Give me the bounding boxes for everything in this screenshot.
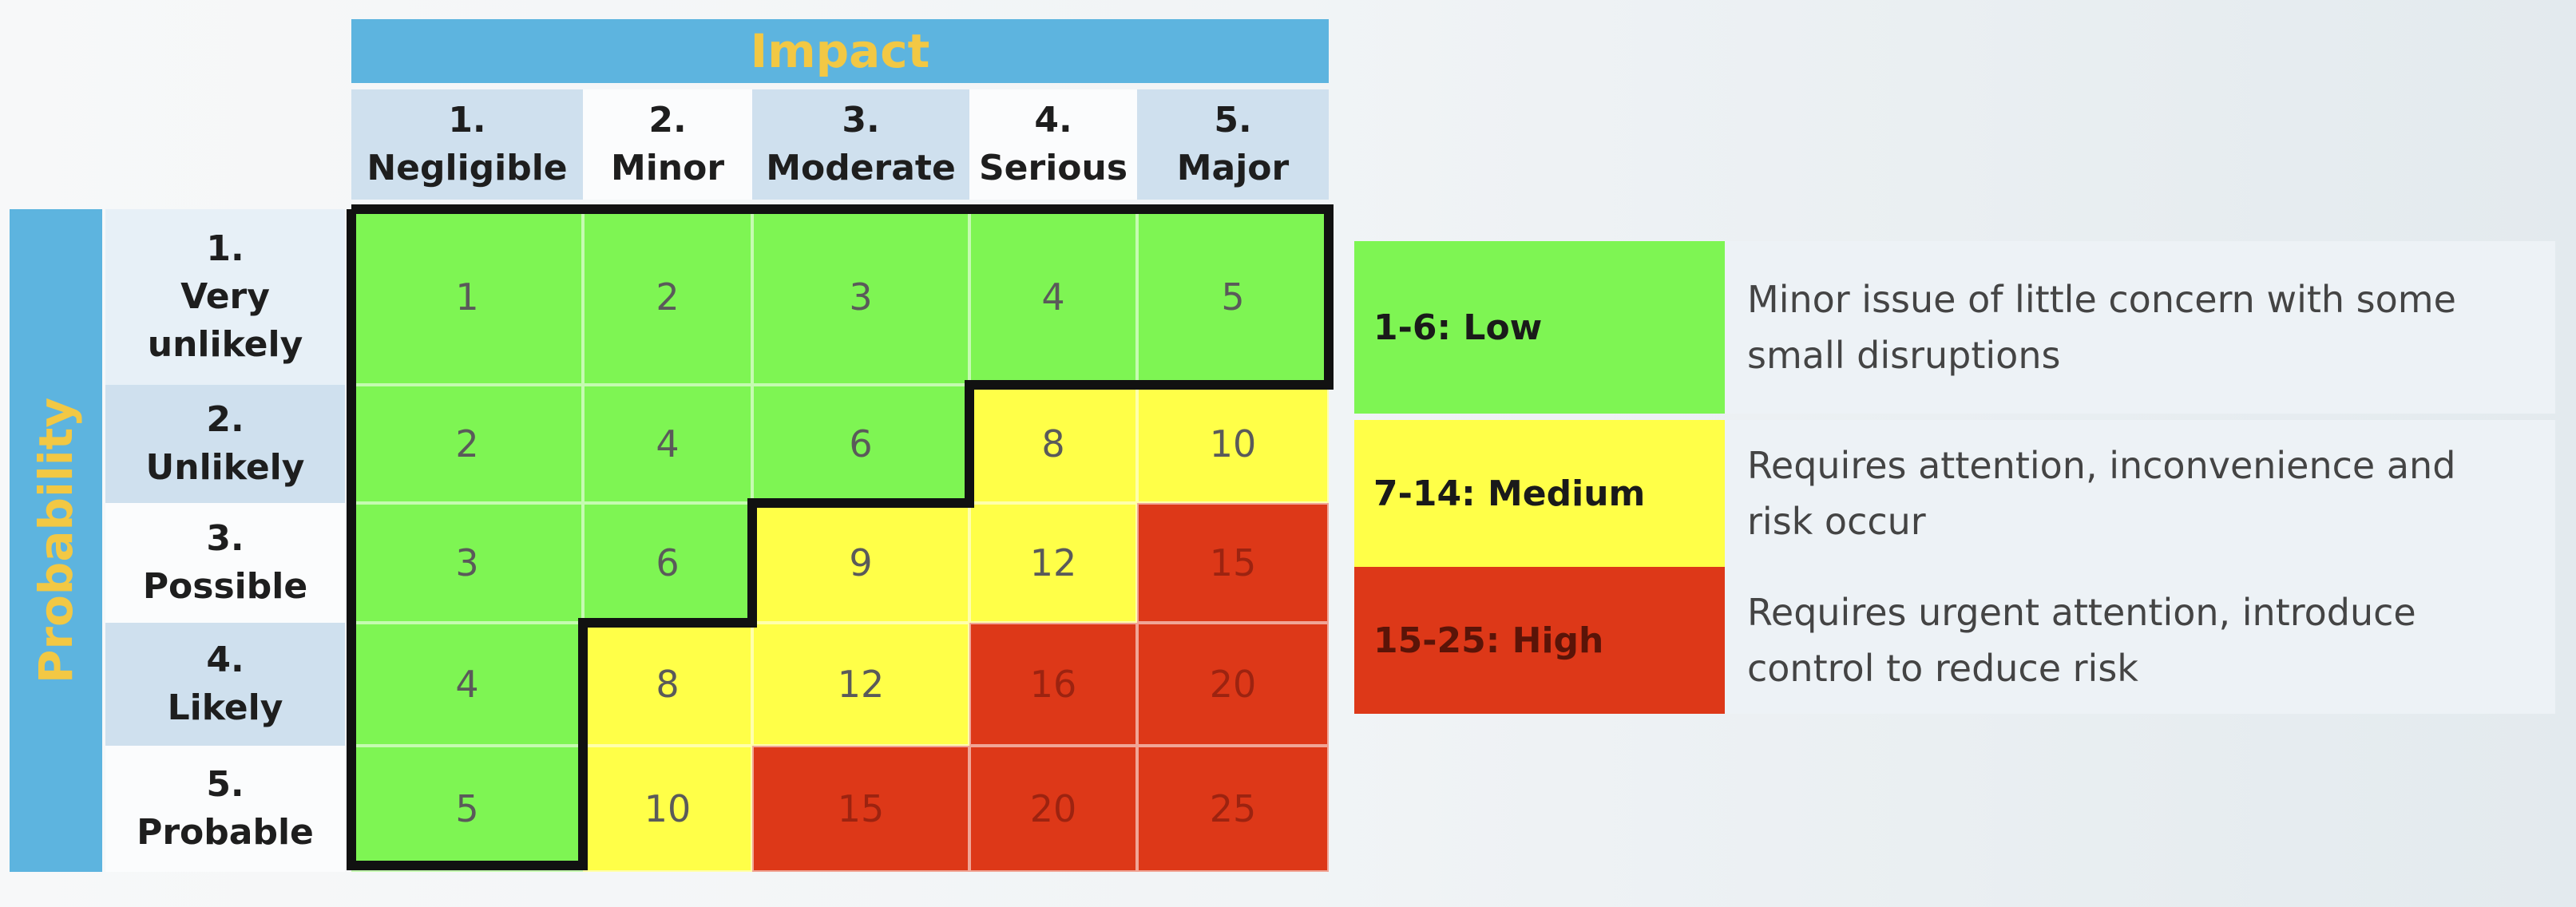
- probability-header-number: 5.: [206, 764, 244, 805]
- risk-cell: 1: [351, 209, 583, 385]
- impact-header-negligible: 1. Negligible: [351, 89, 583, 200]
- risk-cell: 15: [1137, 503, 1329, 623]
- probability-header-label: Likely: [167, 687, 283, 728]
- probability-header-label: Unlikely: [145, 447, 305, 488]
- risk-cell: 8: [969, 385, 1137, 503]
- legend-description-text: Requires urgent attention, introduce con…: [1747, 591, 2416, 690]
- legend-description-text: Requires attention, inconvenience and ri…: [1747, 444, 2456, 543]
- risk-cell: 6: [752, 385, 969, 503]
- risk-cell: 4: [351, 623, 583, 746]
- legend-description-medium: Requires attention, inconvenience and ri…: [1725, 420, 2555, 567]
- probability-axis-banner: Probability: [10, 209, 102, 872]
- risk-cell: 3: [351, 503, 583, 623]
- impact-header-serious: 4. Serious: [969, 89, 1137, 200]
- impact-header-label: Negligible: [367, 148, 568, 188]
- impact-header-number: 3.: [842, 100, 880, 141]
- risk-cell: 12: [752, 623, 969, 746]
- probability-header-likely: 4. Likely: [105, 623, 345, 746]
- risk-cell: 12: [969, 503, 1137, 623]
- risk-cell: 20: [1137, 623, 1329, 746]
- risk-cell: 5: [351, 746, 583, 872]
- probability-header-number: 3.: [206, 518, 244, 559]
- risk-cell: 4: [583, 385, 752, 503]
- legend-label-medium: 7-14: Medium: [1373, 473, 1646, 514]
- impact-header-number: 5.: [1214, 100, 1252, 141]
- risk-cell: 20: [969, 746, 1137, 872]
- impact-axis-title: Impact: [351, 19, 1329, 83]
- legend-swatch-low: 1-6: Low: [1354, 241, 1725, 414]
- risk-cell: 8: [583, 623, 752, 746]
- risk-cell: 10: [1137, 385, 1329, 503]
- risk-cell: 15: [752, 746, 969, 872]
- probability-header-number: 4.: [206, 640, 244, 680]
- probability-header-label: Very unlikely: [147, 276, 303, 365]
- impact-header-number: 1.: [448, 100, 486, 141]
- impact-header-minor: 2. Minor: [583, 89, 752, 200]
- risk-cell: 16: [969, 623, 1137, 746]
- impact-header-label: Major: [1176, 148, 1290, 188]
- risk-cell: 2: [351, 385, 583, 503]
- risk-cell: 9: [752, 503, 969, 623]
- probability-header-very-unlikely: 1. Very unlikely: [105, 209, 345, 385]
- probability-header-number: 1.: [206, 228, 244, 269]
- probability-header-probable: 5. Probable: [105, 746, 345, 872]
- impact-header-major: 5. Major: [1137, 89, 1329, 200]
- risk-cell: 25: [1137, 746, 1329, 872]
- risk-cell: 5: [1137, 209, 1329, 385]
- legend-swatch-medium: 7-14: Medium: [1354, 420, 1725, 567]
- impact-header-moderate: 3. Moderate: [752, 89, 969, 200]
- impact-header-number: 4.: [1034, 100, 1072, 141]
- probability-header-label: Possible: [142, 566, 308, 607]
- probability-header-unlikely: 2. Unlikely: [105, 385, 345, 503]
- legend-label-high: 15-25: High: [1373, 620, 1604, 661]
- impact-header-number: 2.: [648, 100, 687, 141]
- legend-description-low: Minor issue of little concern with some …: [1725, 241, 2555, 414]
- legend-description-text: Minor issue of little concern with some …: [1747, 278, 2456, 377]
- probability-header-possible: 3. Possible: [105, 503, 345, 623]
- legend-label-low: 1-6: Low: [1373, 307, 1543, 348]
- impact-header-label: Minor: [610, 148, 725, 188]
- impact-header-label: Serious: [978, 148, 1128, 188]
- risk-cell: 10: [583, 746, 752, 872]
- probability-header-number: 2.: [206, 399, 244, 440]
- legend-description-high: Requires urgent attention, introduce con…: [1725, 567, 2555, 714]
- risk-cell: 3: [752, 209, 969, 385]
- probability-header-label: Probable: [137, 812, 314, 853]
- impact-header-label: Moderate: [766, 148, 956, 188]
- risk-cell: 4: [969, 209, 1137, 385]
- legend-swatch-high: 15-25: High: [1354, 567, 1725, 714]
